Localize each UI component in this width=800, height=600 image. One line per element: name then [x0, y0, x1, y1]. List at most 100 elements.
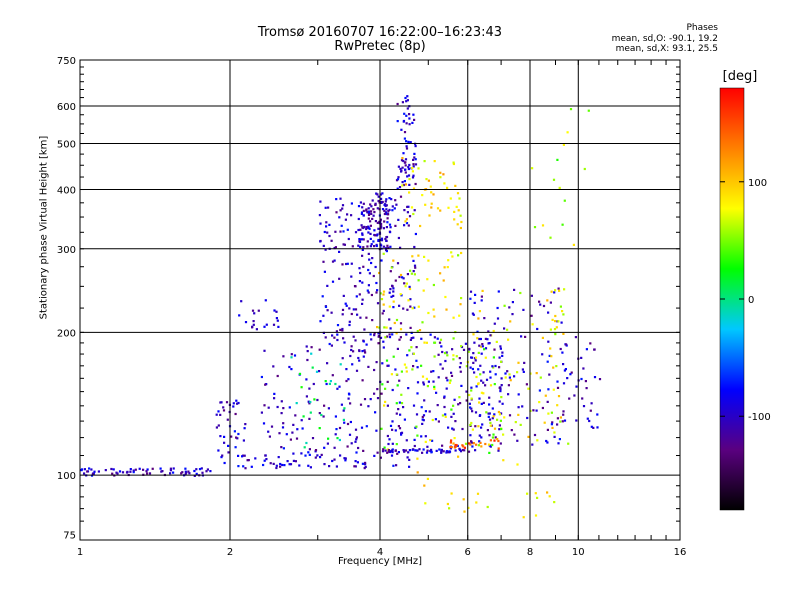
data-point: [381, 200, 384, 204]
data-point: [308, 453, 311, 456]
data-point: [444, 295, 447, 299]
data-point: [354, 428, 358, 431]
data-point: [359, 201, 362, 204]
data-point: [432, 370, 435, 373]
data-point: [493, 383, 496, 386]
data-point: [369, 203, 372, 206]
data-point: [276, 319, 279, 322]
data-point: [343, 341, 346, 344]
data-point: [351, 363, 354, 366]
data-point: [415, 413, 419, 416]
data-point: [397, 236, 400, 240]
data-point: [327, 206, 330, 209]
data-point: [539, 376, 542, 379]
data-point: [227, 444, 230, 447]
data-point: [263, 349, 266, 352]
data-point: [373, 332, 376, 335]
data-point: [340, 224, 343, 227]
data-point: [453, 398, 456, 401]
data-point: [388, 291, 391, 294]
data-point: [413, 152, 416, 155]
data-point: [386, 221, 389, 224]
data-point: [373, 454, 376, 457]
data-point: [252, 320, 255, 323]
data-point: [430, 202, 433, 205]
data-point: [385, 198, 388, 201]
data-point: [412, 212, 415, 216]
data-point: [517, 361, 520, 364]
data-point: [555, 365, 558, 368]
data-point: [435, 449, 438, 452]
data-point: [547, 388, 550, 391]
data-point: [491, 436, 494, 439]
data-point: [420, 364, 423, 367]
data-point: [393, 321, 396, 325]
data-point: [367, 405, 370, 408]
data-point: [412, 113, 415, 116]
data-point: [400, 433, 403, 436]
data-point: [348, 323, 351, 327]
data-point: [323, 270, 326, 273]
data-point: [220, 456, 223, 459]
data-point: [439, 363, 442, 366]
data-point: [398, 427, 402, 430]
data-point: [339, 209, 342, 212]
data-point: [129, 470, 132, 473]
data-point: [453, 218, 456, 221]
data-point: [422, 381, 425, 384]
data-point: [289, 463, 293, 466]
data-point: [345, 368, 348, 371]
data-point: [349, 354, 352, 358]
data-point: [375, 291, 378, 294]
data-point: [493, 439, 496, 442]
data-point: [377, 227, 380, 230]
data-point: [449, 197, 452, 200]
data-point: [322, 260, 325, 263]
data-point: [294, 414, 297, 417]
data-point: [344, 459, 347, 462]
data-point: [362, 449, 365, 452]
data-point: [280, 400, 283, 403]
data-point: [492, 329, 495, 333]
data-point: [282, 422, 285, 425]
data-point: [151, 467, 154, 470]
data-point: [397, 165, 400, 168]
data-point: [132, 469, 135, 472]
data-point: [408, 123, 411, 126]
data-point: [457, 209, 460, 212]
data-point: [410, 272, 413, 275]
data-point: [452, 337, 455, 340]
data-point: [433, 355, 436, 358]
data-point: [308, 402, 311, 405]
data-point: [263, 325, 266, 328]
data-point: [411, 170, 414, 173]
data-point: [432, 193, 435, 196]
data-point: [443, 395, 446, 398]
data-point: [402, 183, 405, 187]
data-point: [354, 465, 357, 468]
data-point: [549, 328, 552, 331]
data-point: [380, 239, 384, 242]
data-point: [461, 444, 464, 447]
data-point: [484, 347, 488, 350]
data-point: [401, 276, 404, 279]
data-point: [402, 152, 405, 155]
data-point: [380, 392, 383, 395]
data-point: [385, 248, 388, 251]
data-point: [407, 451, 410, 454]
data-point: [553, 431, 556, 434]
data-point: [242, 439, 245, 442]
data-point: [508, 414, 512, 417]
data-point: [121, 471, 125, 474]
data-point: [477, 351, 480, 354]
data-point: [459, 402, 462, 405]
data-point: [556, 158, 559, 161]
data-point: [110, 467, 113, 471]
data-point: [416, 330, 419, 333]
data-point: [481, 289, 484, 292]
data-point: [267, 430, 270, 433]
data-point: [459, 226, 462, 230]
data-point: [225, 401, 229, 404]
data-point: [237, 465, 240, 468]
data-point: [510, 429, 513, 432]
